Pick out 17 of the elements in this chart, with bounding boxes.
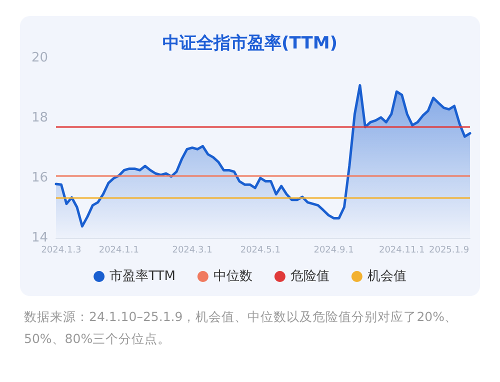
x-tick-label: 2024.1.3 — [41, 246, 82, 256]
y-tick-label: 14 — [31, 230, 48, 246]
x-tick-label: 2024.1.1 — [98, 246, 139, 256]
x-tick-label: 2024.5.1 — [240, 246, 280, 256]
x-tick-label: 2024.11.1 — [378, 246, 425, 256]
y-tick-label: 18 — [31, 110, 48, 126]
legend-label: 危险值 — [290, 269, 330, 284]
legend-label: 市盈率TTM — [110, 268, 176, 284]
x-tick-label: 2025.1.9 — [429, 246, 470, 256]
source-note: 数据来源：24.1.10–25.1.9，机会值、中位数以及危险值分别对应了20%、50%、80%三个分位点。 — [24, 308, 459, 348]
x-tick-label: 2024.3.1 — [172, 246, 212, 256]
x-tick-label: 2024.9.1 — [314, 246, 354, 256]
chart-title: 中证全指市盈率(TTM) — [162, 34, 338, 54]
y-tick-label: 20 — [31, 50, 48, 66]
legend-label: 机会值 — [367, 269, 406, 284]
legend-label: 中位数 — [213, 269, 252, 284]
y-tick-label: 16 — [31, 170, 48, 186]
